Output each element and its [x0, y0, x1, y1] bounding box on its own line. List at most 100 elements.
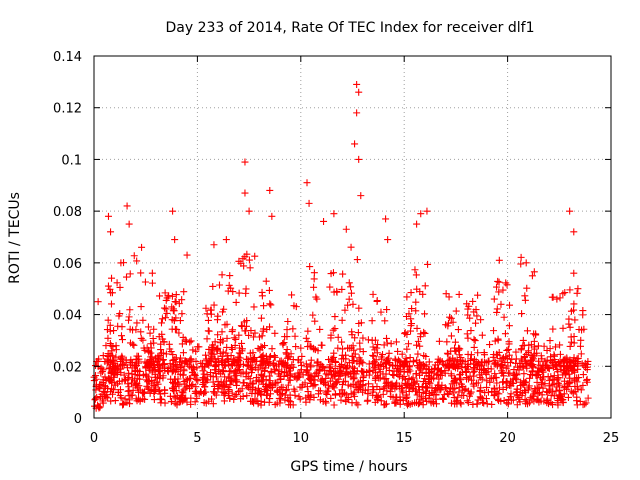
data-point	[320, 379, 328, 387]
data-point	[483, 400, 491, 408]
data-point	[258, 343, 266, 351]
data-point	[477, 316, 485, 324]
data-point	[114, 380, 122, 388]
data-point	[180, 288, 188, 296]
data-point	[455, 362, 463, 370]
data-point	[137, 269, 145, 277]
data-point	[222, 236, 230, 244]
data-point	[546, 337, 554, 345]
data-point	[183, 251, 191, 259]
data-point	[466, 390, 474, 398]
data-point	[413, 362, 421, 370]
data-point	[203, 335, 211, 343]
data-point	[349, 342, 357, 350]
data-point	[528, 367, 536, 375]
data-point	[520, 380, 528, 388]
data-point	[311, 370, 319, 378]
data-point	[369, 367, 377, 375]
data-point	[146, 329, 154, 337]
data-point	[451, 375, 459, 383]
data-point	[226, 272, 234, 280]
data-point	[333, 379, 341, 387]
data-point	[566, 342, 574, 350]
data-point	[364, 396, 372, 404]
data-point	[493, 305, 501, 313]
data-point	[338, 316, 346, 324]
data-point	[214, 385, 222, 393]
data-point	[232, 335, 240, 343]
data-point	[243, 322, 251, 330]
data-point	[419, 401, 427, 409]
data-point	[209, 400, 217, 408]
data-point	[464, 362, 472, 370]
data-point	[232, 298, 240, 306]
data-point	[266, 395, 274, 403]
data-point	[304, 327, 312, 335]
data-point	[156, 292, 164, 300]
data-point	[571, 375, 579, 383]
data-point	[106, 321, 114, 329]
data-point	[175, 382, 183, 390]
data-point	[498, 361, 506, 369]
data-point	[164, 292, 172, 300]
data-point	[549, 401, 557, 409]
data-point	[577, 386, 585, 394]
data-point	[565, 315, 573, 323]
data-point	[490, 327, 498, 335]
data-point	[92, 372, 100, 380]
data-point	[408, 376, 416, 384]
data-point	[575, 374, 583, 382]
data-point	[395, 372, 403, 380]
data-point	[187, 382, 195, 390]
data-point	[407, 327, 415, 335]
data-point	[381, 383, 389, 391]
data-point	[359, 348, 367, 356]
data-point	[570, 333, 578, 341]
data-point	[413, 220, 421, 228]
data-point	[338, 361, 346, 369]
data-point	[111, 397, 119, 405]
data-point	[284, 381, 292, 389]
data-point	[531, 386, 539, 394]
data-point	[369, 351, 377, 359]
data-point	[522, 362, 530, 370]
data-point	[454, 326, 462, 334]
data-point	[574, 285, 582, 293]
data-point	[464, 334, 472, 342]
data-point	[257, 343, 265, 351]
data-point	[421, 375, 429, 383]
data-point	[530, 337, 538, 345]
data-point	[185, 362, 193, 370]
data-point	[259, 327, 267, 335]
data-point	[142, 363, 150, 371]
grid-lines	[94, 56, 611, 418]
data-point	[463, 330, 471, 338]
data-point	[526, 374, 534, 382]
data-point	[537, 379, 545, 387]
data-point	[478, 375, 486, 383]
data-point	[584, 360, 592, 368]
data-point	[561, 289, 569, 297]
data-point	[441, 384, 449, 392]
data-point	[284, 317, 292, 325]
data-point	[260, 366, 268, 374]
data-point	[276, 399, 284, 407]
data-point	[435, 381, 443, 389]
data-point	[271, 367, 279, 375]
data-point	[202, 355, 210, 363]
data-point	[118, 336, 126, 344]
data-point	[101, 373, 109, 381]
data-point	[137, 334, 145, 342]
data-point	[162, 305, 170, 313]
data-point	[296, 395, 304, 403]
data-point	[513, 385, 521, 393]
data-point	[456, 371, 464, 379]
data-point	[149, 335, 157, 343]
data-point	[207, 310, 215, 318]
data-point	[348, 331, 356, 339]
data-point	[407, 315, 415, 323]
data-point	[351, 140, 359, 148]
y-tick-label: 0.12	[53, 102, 82, 117]
data-point	[245, 331, 253, 339]
data-point	[414, 337, 422, 345]
